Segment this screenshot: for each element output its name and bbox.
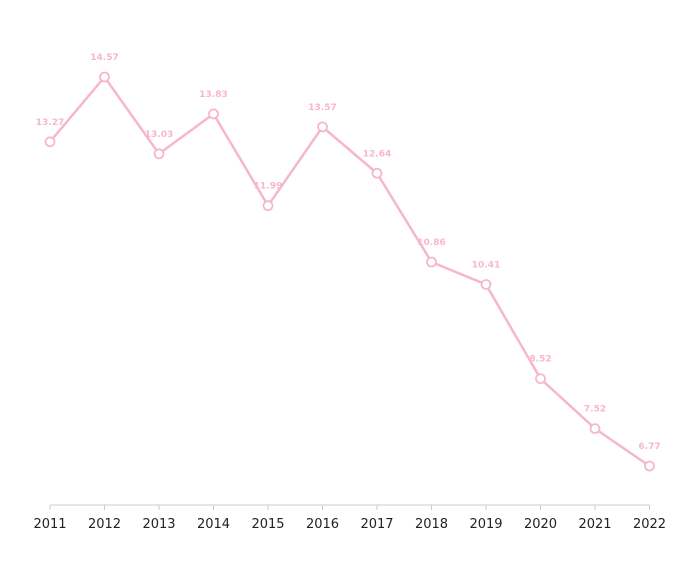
data-point[interactable] [535, 373, 546, 385]
series-line [49, 75, 651, 468]
x-tick-label: 2017 [360, 517, 393, 532]
series-layer [44, 71, 655, 472]
x-tick-label: 2021 [578, 517, 611, 532]
x-tick-label: 2020 [524, 517, 557, 532]
x-axis: 2011 2012 2013 2014 2015 2016 2017 2018 2019 2020… [33, 504, 666, 532]
data-label: 8.52 [529, 355, 551, 365]
data-point[interactable] [208, 108, 219, 120]
data-point[interactable] [317, 121, 328, 133]
x-tick-label: 2015 [251, 517, 284, 532]
data-label: 13.03 [145, 130, 173, 140]
x-tick-label: 2018 [415, 517, 448, 532]
data-labels: 13.27 14.57 13.03 13.83 11.99 13.57 12.64 10.86… [36, 53, 661, 452]
data-point[interactable] [44, 136, 56, 148]
x-tick-label: 2016 [306, 517, 339, 532]
data-label: 13.27 [36, 118, 64, 128]
data-point[interactable] [262, 200, 274, 212]
data-point[interactable] [589, 423, 601, 434]
data-label: 12.64 [363, 149, 391, 159]
x-tick-label: 2022 [633, 517, 666, 532]
x-tick-label: 2019 [469, 517, 502, 532]
data-point[interactable] [153, 148, 165, 160]
x-tick-label: 2011 [33, 517, 66, 532]
data-label: 14.57 [90, 53, 118, 63]
x-tick-label: 2013 [142, 517, 175, 532]
data-point[interactable] [426, 256, 437, 268]
data-label: 11.99 [254, 182, 282, 192]
data-label: 6.77 [638, 442, 660, 452]
data-label: 10.86 [417, 238, 445, 248]
x-tick-label: 2012 [88, 517, 121, 532]
x-tick-label: 2014 [197, 517, 230, 532]
data-point[interactable] [99, 71, 110, 83]
data-point[interactable] [480, 279, 492, 290]
data-label: 10.41 [472, 260, 500, 270]
data-point[interactable] [371, 167, 383, 179]
data-label: 13.83 [199, 90, 227, 100]
data-point[interactable] [644, 460, 655, 472]
data-label: 13.57 [308, 103, 336, 113]
data-label: 7.52 [584, 405, 606, 415]
